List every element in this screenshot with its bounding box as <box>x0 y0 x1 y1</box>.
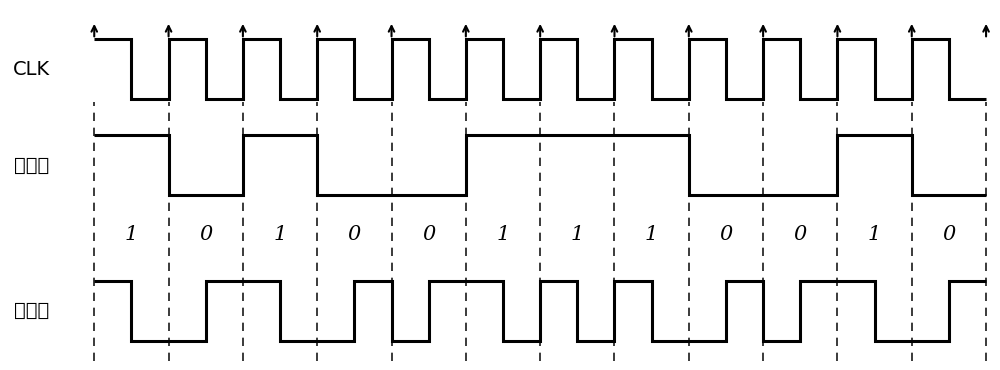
Text: 0: 0 <box>348 225 361 244</box>
Text: 1: 1 <box>571 225 584 244</box>
Text: 0: 0 <box>199 225 212 244</box>
Text: 0: 0 <box>942 225 956 244</box>
Text: 1: 1 <box>868 225 881 244</box>
Text: CLK: CLK <box>13 60 50 78</box>
Text: 1: 1 <box>125 225 138 244</box>
Text: 1: 1 <box>645 225 658 244</box>
Text: 编码前: 编码前 <box>14 156 50 175</box>
Text: 0: 0 <box>719 225 733 244</box>
Text: 0: 0 <box>794 225 807 244</box>
Text: 1: 1 <box>273 225 287 244</box>
Text: 1: 1 <box>496 225 510 244</box>
Text: 编码后: 编码后 <box>14 302 50 320</box>
Text: 0: 0 <box>422 225 435 244</box>
